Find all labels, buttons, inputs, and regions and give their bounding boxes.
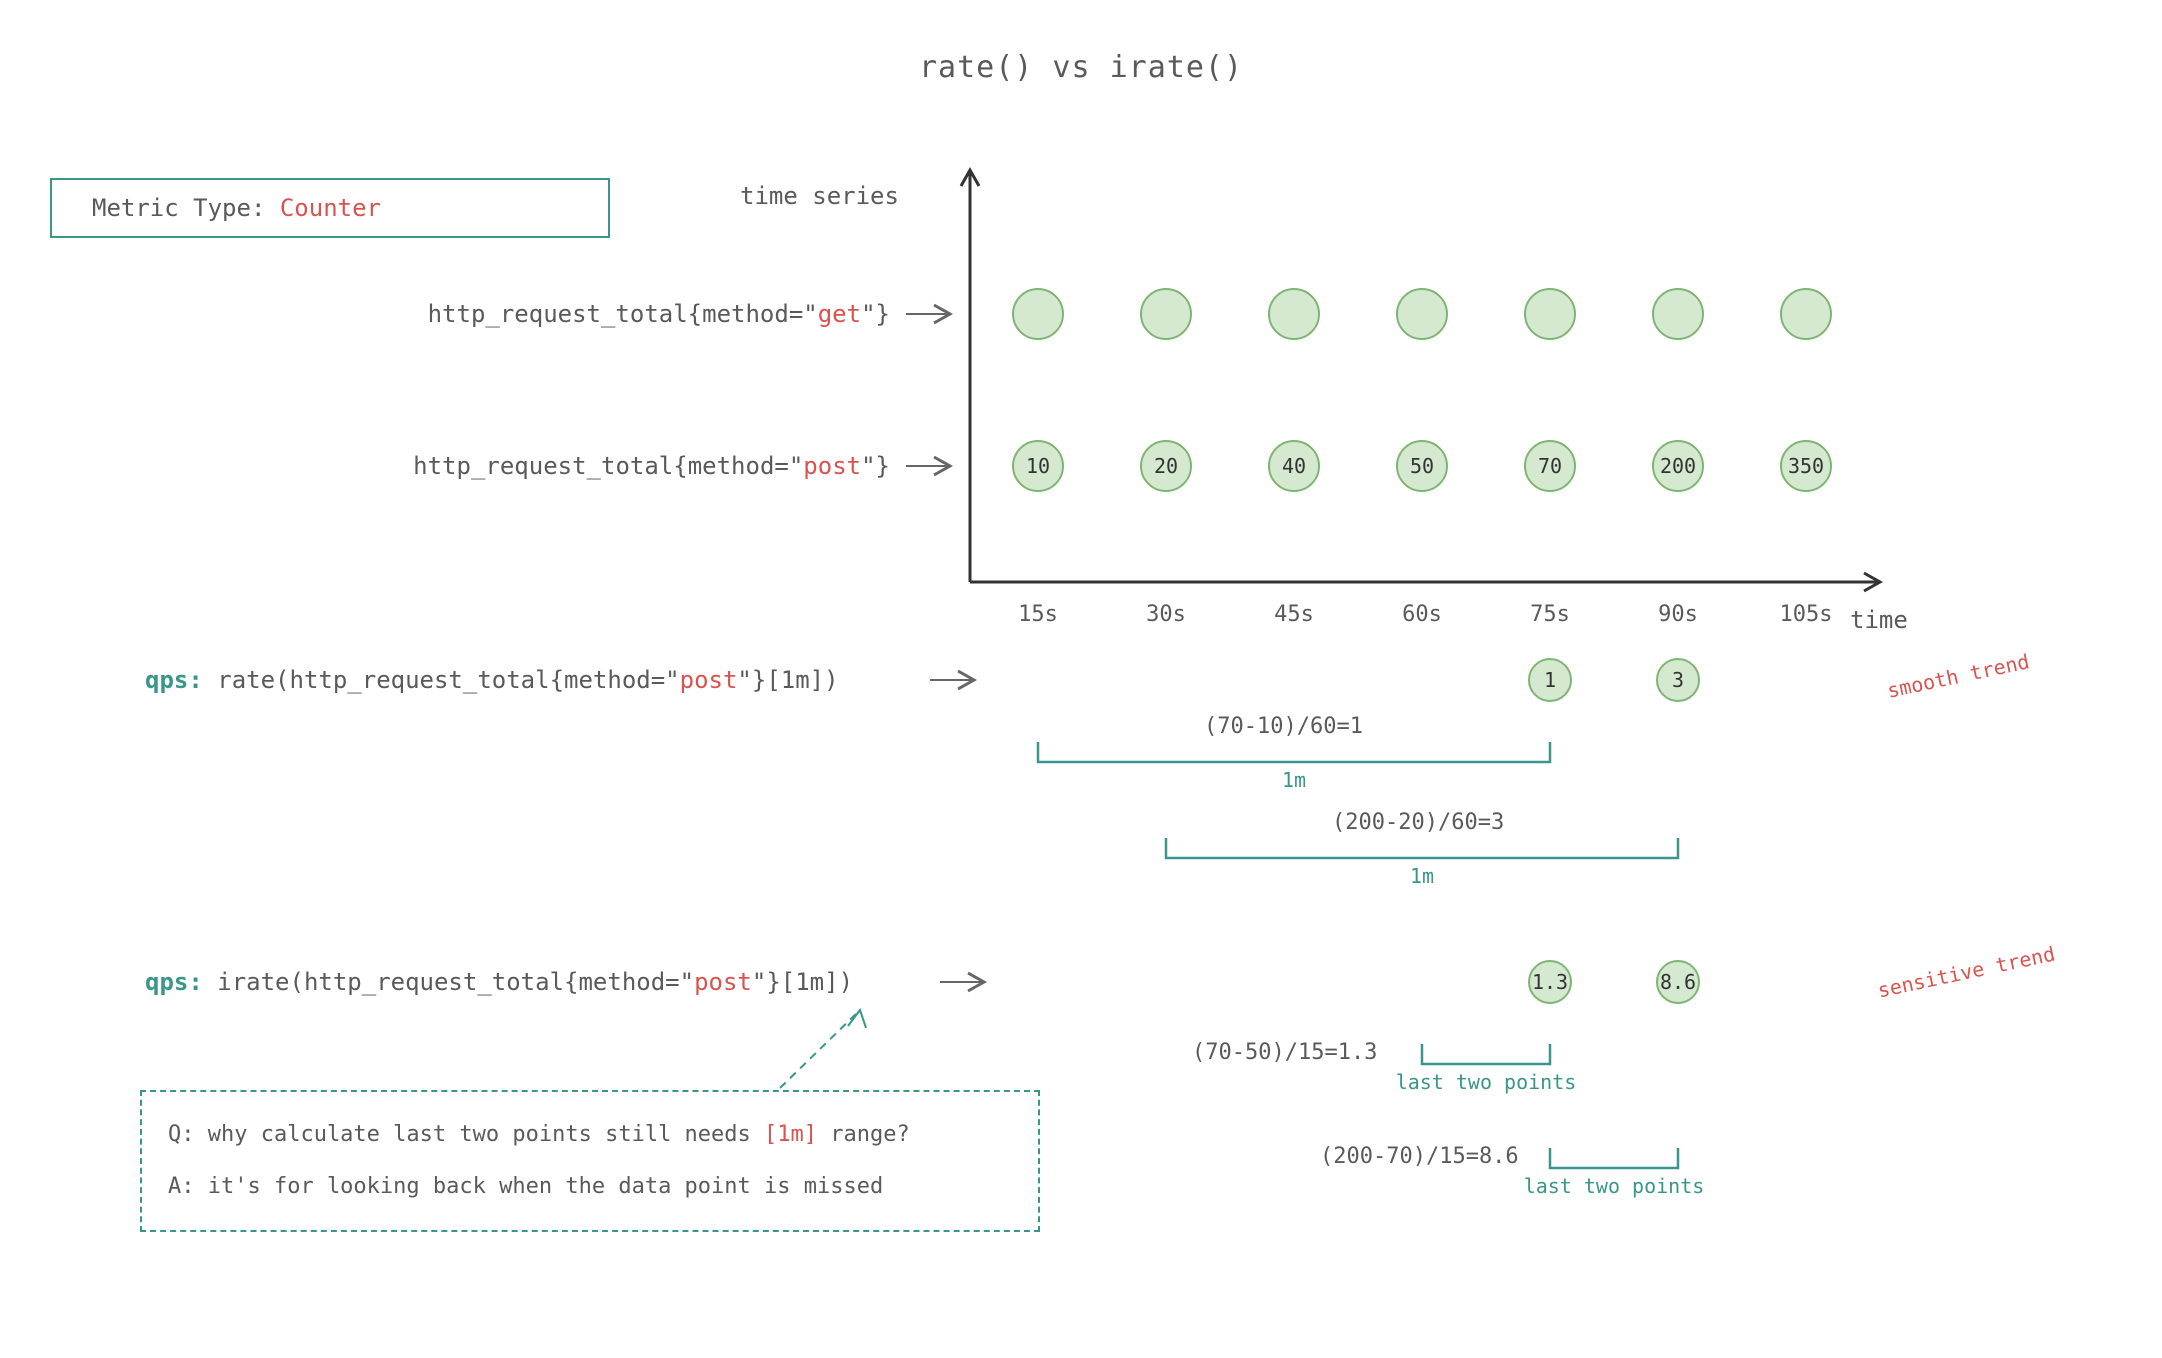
irate-calc-0: (70-50)/15=1.3 [1192,1040,1377,1065]
qps-label: qps: [145,666,203,694]
irate-bracket-label-0: last two points [1396,1070,1577,1094]
x-tick-5: 90s [1658,602,1698,627]
series-suffix: "} [861,300,890,328]
get-point-4 [1524,288,1576,340]
series-label-get: http_request_total{method="get"} [428,300,890,328]
rate-method: post [680,666,738,694]
rate-value-1: 3 [1656,658,1700,702]
x-tick-3: 60s [1402,602,1442,627]
rate-bracket-label-0: 1m [1282,768,1306,792]
series-method: get [818,300,861,328]
rate-calc-0: (70-10)/60=1 [1204,714,1363,739]
irate-bracket-label-1: last two points [1524,1174,1705,1198]
qa-q-highlight: [1m] [764,1122,817,1147]
y-axis-label: time series [740,182,899,210]
get-point-3 [1396,288,1448,340]
series-method: post [803,452,861,480]
irate-expr-prefix: irate(http_request_total{method=" [203,968,694,996]
x-tick-6: 105s [1780,602,1833,627]
post-point-5: 200 [1652,440,1704,492]
get-point-1 [1140,288,1192,340]
post-point-6: 350 [1780,440,1832,492]
get-point-6 [1780,288,1832,340]
get-point-5 [1652,288,1704,340]
qa-q-prefix: Q: why calculate last two points still n… [168,1122,764,1147]
get-point-2 [1268,288,1320,340]
x-tick-2: 45s [1274,602,1314,627]
series-prefix: http_request_total{method=" [413,452,803,480]
x-tick-0: 15s [1018,602,1058,627]
post-point-0: 10 [1012,440,1064,492]
qa-box: Q: why calculate last two points still n… [140,1090,1040,1232]
rate-calc-1: (200-20)/60=3 [1332,810,1504,835]
post-point-1: 20 [1140,440,1192,492]
irate-query: qps: irate(http_request_total{method="po… [145,968,853,996]
irate-method: post [694,968,752,996]
x-tick-1: 30s [1146,602,1186,627]
get-point-0 [1012,288,1064,340]
irate-value-1: 8.6 [1656,960,1700,1004]
qa-question: Q: why calculate last two points still n… [168,1114,1012,1156]
rate-value-0: 1 [1528,658,1572,702]
qps-label: qps: [145,968,203,996]
qa-answer: A: it's for looking back when the data p… [168,1166,1012,1208]
post-point-2: 40 [1268,440,1320,492]
series-prefix: http_request_total{method=" [428,300,818,328]
irate-value-0: 1.3 [1528,960,1572,1004]
qa-q-suffix: range? [817,1122,910,1147]
series-suffix: "} [861,452,890,480]
rate-expr-suffix: "}[1m]) [737,666,838,694]
post-point-3: 50 [1396,440,1448,492]
post-point-4: 70 [1524,440,1576,492]
series-label-post: http_request_total{method="post"} [413,452,890,480]
rate-bracket-label-1: 1m [1410,864,1434,888]
irate-calc-1: (200-70)/15=8.6 [1320,1144,1519,1169]
rate-expr-prefix: rate(http_request_total{method=" [203,666,680,694]
irate-expr-suffix: "}[1m]) [752,968,853,996]
x-axis-label: time [1850,606,1908,634]
x-tick-4: 75s [1530,602,1570,627]
rate-query: qps: rate(http_request_total{method="pos… [145,666,839,694]
